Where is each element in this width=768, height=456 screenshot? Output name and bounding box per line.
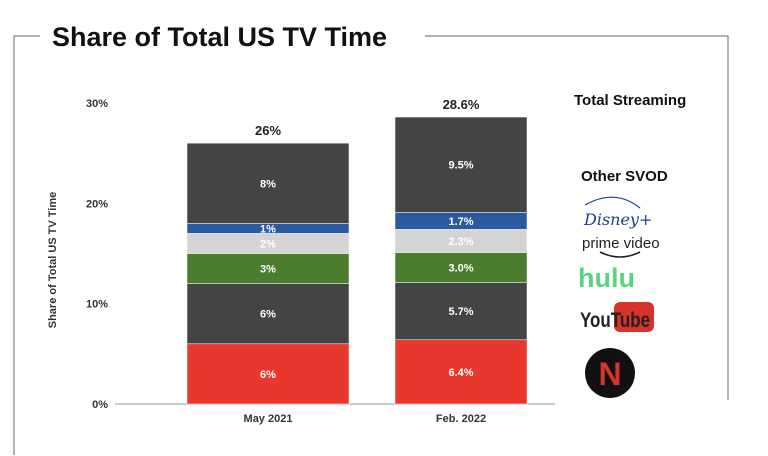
frame-left (13, 35, 40, 455)
prime-video-logo: prime video (582, 235, 660, 258)
hulu-logo: hulu (578, 263, 635, 293)
bar-stack: 6% 6% 3% 2% 1% 8% 26% May 2021 (186, 123, 350, 425)
total-label: 26% (255, 123, 281, 138)
segment-label: 1.7% (448, 216, 473, 228)
legend: Total Streaming Other SVOD Disney+ prime… (574, 92, 686, 398)
bar-segment-youtube (394, 282, 528, 341)
svg-text:prime video: prime video (582, 235, 660, 252)
segment-label: 2% (260, 238, 276, 250)
y-tick-label: 0% (92, 399, 108, 411)
bar-segment-netflix (394, 339, 528, 405)
chart-title: Share of Total US TV Time (52, 22, 387, 52)
segment-label: 3% (260, 264, 276, 276)
svg-text:N: N (598, 356, 621, 392)
legend-other-svod: Other SVOD (581, 168, 668, 185)
y-tick-label: 10% (86, 299, 108, 311)
segment-label: 1% (260, 223, 276, 235)
y-tick-label: 20% (86, 198, 108, 210)
youtube-logo: YouTube (580, 302, 654, 332)
netflix-logo: N (585, 348, 635, 398)
segment-label: 5.7% (448, 306, 473, 318)
total-label: 28.6% (443, 97, 480, 112)
segment-label: 6.4% (448, 367, 473, 379)
segment-label: 3.0% (448, 263, 473, 275)
segment-label: 2.3% (448, 236, 473, 248)
x-tick-label: May 2021 (244, 413, 293, 425)
bar-segment-other-svod (394, 116, 528, 213)
y-tick-label: 30% (86, 98, 108, 110)
bar-stack: 6.4% 5.7% 3.0% 2.3% 1.7% 9.5% 28.6% Feb. 2022 (394, 97, 528, 425)
bar-segment-other-svod (186, 142, 350, 224)
segment-label: 6% (260, 309, 276, 321)
segment-label: 8% (260, 178, 276, 190)
bar-segment-hulu (186, 253, 350, 284)
bar-segment-youtube (186, 283, 350, 345)
disney-plus-logo: Disney+ (583, 196, 652, 229)
svg-text:YouTube: YouTube (580, 309, 650, 332)
svg-text:Disney+: Disney+ (583, 210, 652, 229)
segment-label: 9.5% (448, 160, 473, 172)
bar-segment-netflix (186, 343, 350, 405)
segment-label: 6% (260, 369, 276, 381)
frame-right (425, 35, 729, 400)
y-axis-label: Share of Total US TV Time (47, 192, 59, 329)
legend-total-streaming: Total Streaming (574, 92, 686, 109)
x-tick-label: Feb. 2022 (436, 413, 486, 425)
